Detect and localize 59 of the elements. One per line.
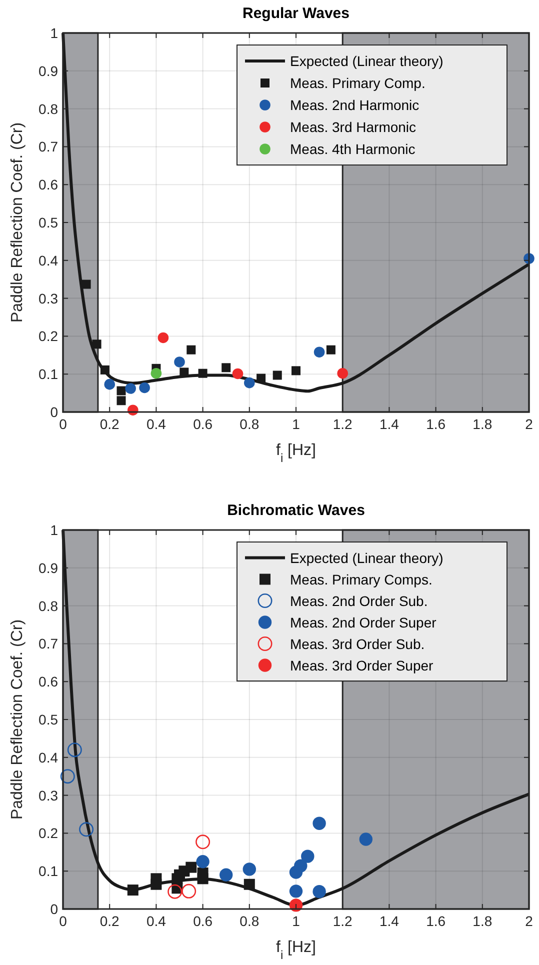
x-tick-label: 0.8 — [240, 913, 260, 929]
y-tick-label: 0.4 — [38, 252, 58, 268]
y-tick-label: 0.2 — [38, 825, 58, 842]
x-tick-label: 1.6 — [426, 913, 446, 929]
x-tick-label: 0.8 — [240, 416, 260, 432]
y-tick-label: 0.4 — [38, 749, 58, 766]
y-tick-label: 0.1 — [38, 366, 58, 382]
legend-label: Meas. 4th Harmonic — [290, 141, 416, 157]
x-tick-label: 0.6 — [193, 416, 213, 432]
legend-label: Expected (Linear theory) — [290, 550, 444, 566]
x-tick-label: 2 — [525, 913, 534, 929]
y-tick-label: 1 — [50, 25, 58, 41]
legend-label: Expected (Linear theory) — [290, 53, 444, 69]
y-tick-label: 0 — [50, 404, 58, 420]
y-tick-label: 0.6 — [38, 176, 58, 193]
legend-label: Meas. 2nd Order Super — [290, 614, 437, 630]
legend-label: Meas. 3rd Harmonic — [290, 119, 416, 135]
y-axis-title: Paddle Reflection Coef. (Cr) — [9, 619, 26, 820]
y-tick-label: 0 — [50, 901, 58, 917]
y-tick-label: 0.8 — [38, 598, 58, 614]
y-tick-label: 0.3 — [38, 290, 58, 306]
x-tick-label: 0.4 — [146, 416, 166, 432]
y-tick-label: 0.5 — [38, 712, 58, 728]
y-axis-title: Paddle Reflection Coef. (Cr) — [9, 122, 26, 323]
y-tick-label: 0.7 — [38, 636, 58, 652]
y-tick-label: 1 — [50, 522, 58, 538]
chart-title: Bichromatic Waves — [227, 502, 365, 519]
x-tick-label: 1.4 — [379, 416, 400, 432]
legend-label: Meas. 3rd Order Super — [290, 657, 434, 674]
x-tick-label: 2 — [525, 416, 534, 432]
y-tick-label: 0.9 — [38, 62, 58, 79]
x-tick-label: 0.4 — [146, 913, 166, 929]
y-tick-label: 0.2 — [38, 328, 58, 344]
x-tick-label: 1 — [292, 913, 300, 929]
y-tick-label: 0.7 — [38, 138, 58, 155]
x-tick-label: 1.2 — [332, 416, 353, 432]
legend-label: Meas. Primary Comp. — [290, 75, 426, 91]
legend-label: Meas. 2nd Order Sub. — [290, 592, 428, 609]
x-axis-title: f$_{i}$ [Hz] — [276, 939, 316, 962]
legend-label: Meas. Primary Comps. — [290, 571, 432, 588]
x-tick-label: 1.2 — [332, 913, 353, 929]
x-tick-label: 0.6 — [193, 913, 213, 929]
legend-label: Meas. 3rd Order Sub. — [290, 636, 425, 652]
x-tick-label: 0.2 — [100, 416, 120, 432]
legend-label: Meas. 2nd Harmonic — [290, 97, 420, 113]
y-tick-label: 0.3 — [38, 787, 58, 804]
y-tick-label: 0.8 — [38, 100, 58, 117]
x-tick-label: 1.8 — [472, 913, 492, 929]
y-tick-label: 0.6 — [38, 674, 58, 690]
x-tick-label: 1.8 — [472, 416, 492, 432]
chart-title: Regular Waves — [242, 5, 350, 22]
y-tick-label: 0.5 — [38, 214, 58, 230]
x-axis-title: f$_{i}$ [Hz] — [276, 442, 316, 465]
y-tick-label: 0.1 — [38, 863, 58, 880]
x-tick-label: 0.2 — [100, 913, 120, 929]
x-tick-label: 1.4 — [379, 913, 400, 929]
x-tick-label: 1 — [292, 416, 300, 432]
x-tick-label: 1.6 — [426, 416, 446, 432]
y-tick-label: 0.9 — [38, 560, 58, 576]
